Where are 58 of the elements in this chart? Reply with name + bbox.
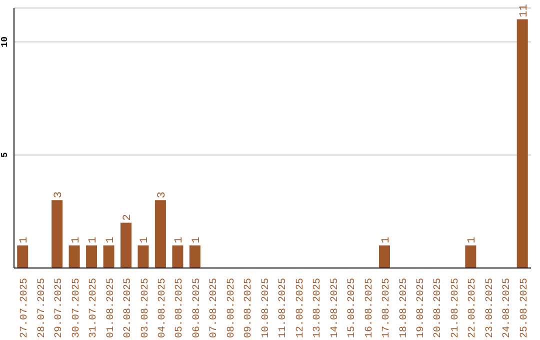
x-tick-label: 07.08.2025	[209, 278, 220, 338]
bar	[138, 245, 149, 268]
y-tick-label: 10	[0, 36, 10, 48]
x-tick-label: 08.08.2025	[226, 278, 238, 338]
x-tick-label: 22.08.2025	[468, 278, 479, 338]
x-tick-label: 24.08.2025	[502, 278, 514, 338]
data-label: 1	[174, 236, 186, 244]
bar	[86, 245, 98, 268]
x-tick-label: 23.08.2025	[484, 278, 496, 338]
x-tick-label: 21.08.2025	[450, 278, 462, 338]
x-tick-label: 17.08.2025	[382, 278, 393, 338]
data-label: 1	[190, 236, 203, 244]
x-tick-label: 06.08.2025	[192, 278, 203, 338]
x-tick-label: 05.08.2025	[174, 278, 186, 338]
x-tick-label: 03.08.2025	[140, 278, 152, 338]
bar	[189, 245, 200, 268]
data-label: 11	[518, 4, 530, 18]
bar	[52, 200, 63, 268]
data-label: 1	[139, 236, 152, 244]
y-tick-label: 5	[0, 152, 10, 158]
data-label: 1	[104, 236, 117, 244]
bar	[379, 245, 390, 268]
x-tick-label: 29.07.2025	[54, 278, 66, 338]
data-label: 1	[70, 236, 82, 244]
x-tick-label: 09.08.2025	[244, 278, 255, 338]
x-tick-label: 19.08.2025	[416, 278, 427, 338]
x-tick-label: 25.08.2025	[519, 278, 530, 338]
x-tick-label: 31.07.2025	[88, 278, 100, 338]
bar	[17, 245, 28, 268]
bar	[516, 19, 528, 268]
x-tick-label: 30.07.2025	[71, 278, 82, 338]
x-tick-label: 18.08.2025	[398, 278, 410, 338]
x-tick-label: 14.08.2025	[330, 278, 341, 338]
x-tick-label: 01.08.2025	[106, 278, 117, 338]
bar	[103, 245, 114, 268]
x-tick-label: 04.08.2025	[157, 278, 168, 338]
x-tick-label: 15.08.2025	[347, 278, 358, 338]
x-tick-label: 28.07.2025	[36, 278, 48, 338]
data-label: 1	[18, 236, 31, 244]
x-tick-label: 20.08.2025	[433, 278, 444, 338]
bar	[465, 245, 476, 268]
data-label: 2	[122, 214, 134, 221]
bar	[172, 245, 184, 268]
bar	[154, 200, 166, 268]
data-label: 3	[156, 192, 168, 198]
x-tick-label: 13.08.2025	[312, 278, 324, 338]
data-label: 3	[53, 192, 66, 198]
data-label: 1	[466, 236, 479, 244]
x-tick-label: 12.08.2025	[295, 278, 306, 338]
bar	[120, 222, 132, 268]
x-tick-label: 02.08.2025	[123, 278, 134, 338]
x-tick-label: 10.08.2025	[260, 278, 272, 338]
x-tick-label: 11.08.2025	[278, 278, 290, 338]
bar	[68, 245, 80, 268]
data-label: 1	[88, 236, 100, 244]
x-tick-label: 16.08.2025	[364, 278, 376, 338]
x-tick-label: 27.07.2025	[20, 278, 31, 338]
data-label: 1	[380, 236, 392, 244]
